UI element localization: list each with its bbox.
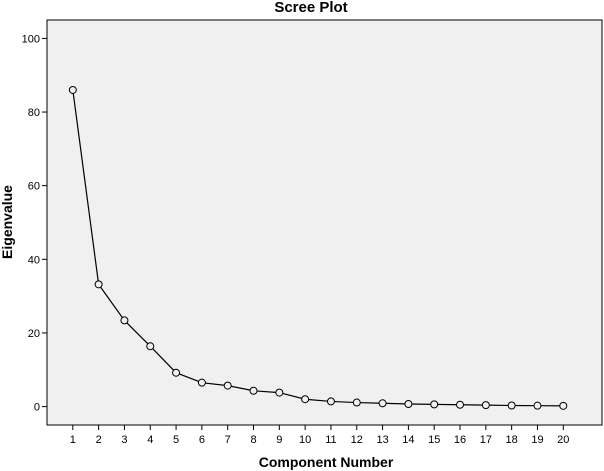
data-point [533,401,542,410]
y-tick-label: 40 [28,254,40,266]
y-axis: 0 20 40 60 80 100 [22,33,47,414]
x-tick-label: 11 [325,434,336,446]
x-tick-label: 8 [250,434,256,446]
data-point [559,401,568,410]
y-tick-label: 80 [28,107,40,119]
data-point [378,399,387,408]
plot-area [46,19,603,426]
x-tick-label: 1 [70,434,76,446]
data-point [430,400,439,409]
x-tick-label: 19 [531,434,543,446]
x-tick-label: 4 [147,434,153,446]
x-tick-label: 20 [557,434,569,446]
chart-title: Scree Plot [274,0,347,16]
data-point [197,378,206,387]
data-point [301,395,310,404]
x-axis-label: Component Number [259,454,394,470]
data-point [481,401,490,410]
x-tick-label: 12 [351,434,363,446]
data-point [249,386,258,395]
x-tick-label: 2 [96,434,102,446]
series-line [72,89,564,407]
x-tick-label: 14 [402,434,414,446]
data-point [456,400,465,409]
series-group [68,85,568,410]
data-point [404,400,413,409]
y-tick-label: 0 [34,402,40,414]
x-tick-label: 16 [454,434,466,446]
x-tick-label: 18 [506,434,518,446]
x-tick-label: 6 [199,434,205,446]
x-tick-label: 3 [121,434,127,446]
data-point [507,401,516,410]
data-point [326,397,335,406]
x-tick-label: 10 [299,434,311,446]
data-point [223,381,232,390]
data-point [120,316,129,325]
y-tick-label: 60 [28,181,40,193]
y-tick-label: 100 [22,33,40,45]
data-point [352,398,361,407]
data-point [94,280,103,289]
y-tick-label: 20 [28,328,40,340]
x-tick-label: 17 [480,434,492,446]
y-axis-label: Eigenvalue [0,185,15,259]
data-point [146,342,155,351]
x-tick-label: 13 [376,434,388,446]
x-tick-label: 5 [173,434,179,446]
data-point [172,368,181,377]
x-tick-label: 7 [225,434,231,446]
x-tick-label: 9 [276,434,282,446]
data-point [275,388,284,397]
x-axis: 1 2 3 4 5 6 7 8 9 10 11 12 13 14 15 16 17 18 19 20 [70,425,569,446]
x-tick-label: 15 [428,434,440,446]
data-point [68,85,77,94]
